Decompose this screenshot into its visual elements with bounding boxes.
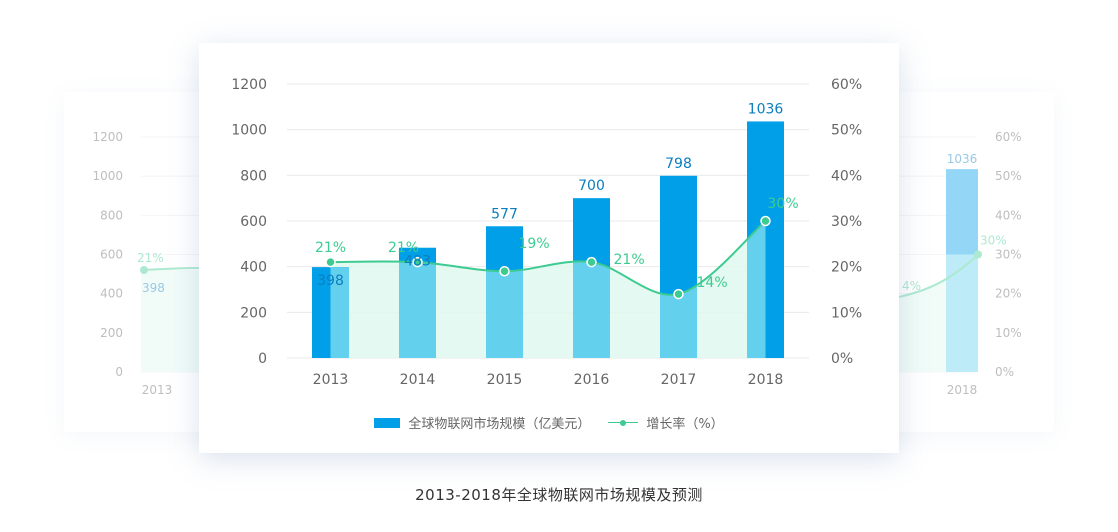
growth-rate-point bbox=[673, 288, 684, 300]
background-bar bbox=[141, 294, 173, 372]
background-y-tick-label: 40% bbox=[995, 208, 1022, 222]
y-left-tick-label: 800 bbox=[240, 168, 267, 184]
growth-rate-point bbox=[586, 256, 597, 268]
background-y-tick-label: 800 bbox=[100, 208, 123, 222]
bar-value-label: 700 bbox=[578, 178, 605, 194]
market-size-bar-under-curve bbox=[330, 267, 349, 358]
legend-item-bar[interactable]: 全球物联网市场规模（亿美元） bbox=[374, 413, 590, 432]
background-y-tick-label: 600 bbox=[100, 248, 123, 262]
background-y-tick-label: 30% bbox=[995, 248, 1022, 262]
background-rate-label: 30% bbox=[980, 234, 1007, 248]
chart-legend: 全球物联网市场规模（亿美元） 增长率（%） bbox=[199, 413, 899, 432]
growth-rate-label: 21% bbox=[614, 252, 645, 268]
background-rate-label-partial: 4% bbox=[902, 279, 921, 293]
y-right-tick-label: 0% bbox=[831, 351, 853, 367]
y-left-tick-label: 1200 bbox=[231, 77, 267, 93]
y-right-tick-label: 20% bbox=[831, 260, 862, 276]
background-growth-line bbox=[893, 253, 979, 299]
growth-rate-label: 21% bbox=[388, 240, 419, 256]
growth-rate-area bbox=[330, 221, 766, 358]
background-bar-value: 1036 bbox=[947, 152, 978, 166]
background-y-tick-label: 400 bbox=[100, 287, 123, 301]
background-rate-label: 21% bbox=[137, 251, 164, 265]
background-growth-point bbox=[974, 250, 982, 259]
x-tick-label: 2016 bbox=[574, 372, 610, 388]
growth-rate-point bbox=[760, 215, 771, 227]
x-tick-label: 2013 bbox=[313, 372, 349, 388]
growth-rate-point bbox=[325, 256, 336, 268]
legend-line-label: 增长率（%） bbox=[646, 417, 724, 432]
y-right-tick-label: 40% bbox=[831, 168, 862, 184]
background-bar-under-curve bbox=[946, 254, 978, 372]
figure-caption: 2013-2018年全球物联网市场规模及预测 bbox=[415, 486, 703, 504]
background-y-tick-label: 50% bbox=[995, 169, 1022, 183]
y-right-tick-label: 50% bbox=[831, 123, 862, 139]
y-left-tick-label: 1000 bbox=[231, 123, 267, 139]
y-left-tick-label: 0 bbox=[258, 351, 267, 367]
legend-bar-label: 全球物联网市场规模（亿美元） bbox=[408, 417, 591, 432]
y-left-tick-label: 600 bbox=[240, 214, 267, 230]
background-y-tick-label: 200 bbox=[100, 326, 123, 340]
background-chart-right: 0% 10% 20% 30% 40% 50% 60% 30% 4% 1036 2018 bbox=[724, 130, 1022, 397]
background-y-tick-label: 0% bbox=[995, 365, 1014, 379]
bar-value-label: 798 bbox=[665, 156, 692, 172]
growth-rate-label: 21% bbox=[315, 240, 346, 256]
y-left-tick-label: 400 bbox=[240, 260, 267, 276]
background-y-tick-label: 1000 bbox=[92, 169, 123, 183]
background-y-tick-label: 20% bbox=[995, 287, 1022, 301]
y-right-tick-label: 60% bbox=[831, 77, 862, 93]
legend-line-swatch bbox=[608, 418, 639, 428]
background-x-tick-label: 2018 bbox=[947, 383, 978, 397]
bar-value-label: 1036 bbox=[748, 101, 784, 117]
bar-value-label: 577 bbox=[491, 206, 518, 222]
growth-rate-point bbox=[499, 265, 510, 277]
y-right-tick-label: 10% bbox=[831, 305, 862, 321]
y-left-tick-label: 200 bbox=[240, 305, 267, 321]
background-bar bbox=[946, 169, 978, 372]
main-chart-card: 0 200 400 600 800 1000 1200 0% 10% 20% 30% 40% 50% 60… bbox=[199, 43, 899, 453]
background-growth-point bbox=[140, 266, 148, 274]
legend-bar-swatch bbox=[374, 417, 401, 428]
y-right-tick-label: 30% bbox=[831, 214, 862, 230]
x-tick-label: 2018 bbox=[748, 372, 784, 388]
bar-value-label: 398 bbox=[317, 273, 344, 289]
growth-rate-label: 30% bbox=[768, 196, 799, 212]
growth-rate-label: 19% bbox=[519, 236, 550, 252]
legend-item-line[interactable]: 增长率（%） bbox=[608, 413, 724, 432]
background-x-tick-label: 2013 bbox=[142, 383, 173, 397]
background-y-tick-label: 60% bbox=[995, 130, 1022, 144]
x-tick-label: 2014 bbox=[400, 372, 436, 388]
bar-value-label: 483 bbox=[404, 254, 431, 270]
growth-rate-point bbox=[412, 256, 423, 268]
background-y-tick-label: 10% bbox=[995, 326, 1022, 340]
main-chart: 0 200 400 600 800 1000 1200 0% 10% 20% 30% 40% 50% 60… bbox=[231, 77, 862, 388]
background-bar-value: 398 bbox=[142, 281, 165, 295]
background-area bbox=[894, 254, 978, 372]
market-size-bar-under-curve bbox=[747, 221, 766, 358]
x-tick-label: 2015 bbox=[487, 372, 523, 388]
growth-rate-line bbox=[330, 220, 767, 296]
x-tick-label: 2017 bbox=[661, 372, 697, 388]
growth-rate-label: 14% bbox=[697, 275, 728, 291]
background-y-tick-label: 0 bbox=[115, 365, 123, 379]
background-y-tick-label: 1200 bbox=[92, 130, 123, 144]
